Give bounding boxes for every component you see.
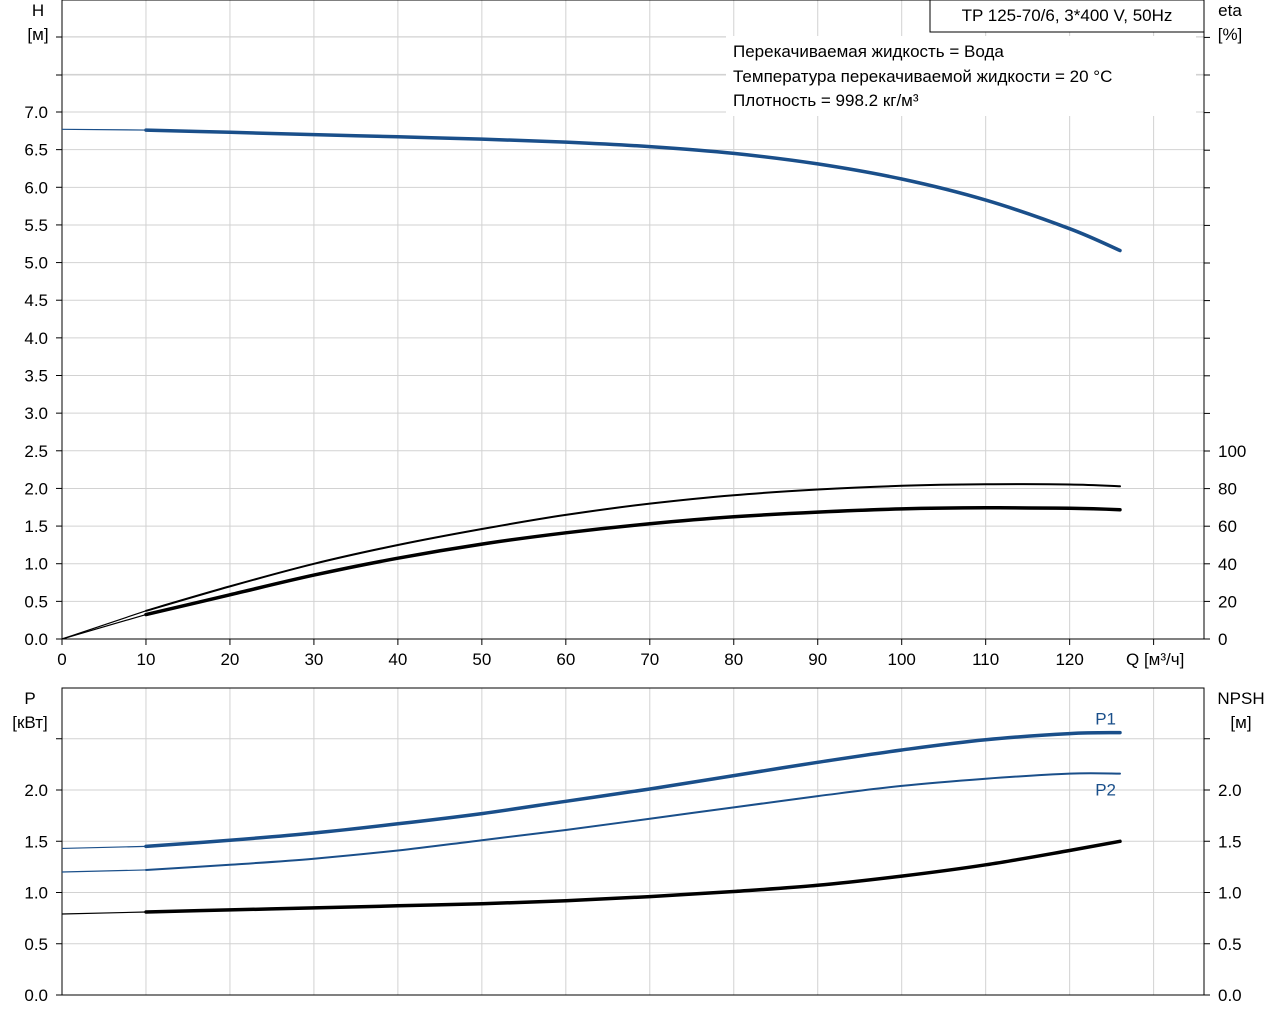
y-right-tick-label: 20	[1218, 592, 1237, 611]
y-right-tick-label: 0.5	[1218, 935, 1242, 954]
info-line-fluid: Перекачиваемая жидкость = Вода	[733, 42, 1004, 61]
series-lead-line	[61, 911, 146, 915]
x-tick-label: 100	[888, 650, 916, 669]
y-left-tick-label: 3.0	[24, 404, 48, 423]
y-left-tick-label: 0.0	[24, 630, 48, 649]
power-npsh-chart: 0.0 0.5 1.0 1.5 2.0 0.0 0.5 1.0 1.5 2.0 P [кВт] NPSH…	[12, 687, 1265, 1005]
series-lead-line	[61, 613, 147, 640]
x-tick-label: 50	[472, 650, 491, 669]
info-title-box	[929, 0, 1205, 33]
x-tick-label: 90	[808, 650, 827, 669]
y-left-tick-label: 0.0	[24, 986, 48, 1005]
info-title: TP 125-70/6, 3*400 V, 50Hz	[962, 6, 1173, 25]
series-line-p1	[144, 730, 1122, 849]
x-tick-label: 120	[1055, 650, 1083, 669]
info-lines-bg	[726, 36, 1196, 116]
x-tick-label: 10	[137, 650, 156, 669]
series-line-s1	[145, 483, 1121, 612]
y-left-tick-label: 4.5	[24, 291, 48, 310]
x-axis-label: Q [м³/ч]	[1126, 650, 1184, 669]
y-left-axis-unit: [кВт]	[12, 713, 47, 732]
plot-frame	[61, 0, 1205, 640]
info-line-temperature: Температура перекачиваемой жидкости = 20…	[733, 67, 1112, 86]
y-right-tick-label: 0.0	[1218, 986, 1242, 1005]
series-lead-line	[61, 845, 146, 850]
y-right-tick-label: 1.5	[1218, 832, 1242, 851]
y-right-tick-label: 40	[1218, 555, 1237, 574]
series-lead-line	[61, 128, 146, 131]
y-left-tick-label: 1.0	[24, 884, 48, 903]
x-tick-label: 20	[220, 650, 239, 669]
y-left-tick-label: 2.0	[24, 479, 48, 498]
y-right-axis-label: eta	[1218, 1, 1242, 20]
y-left-tick-label: 6.0	[24, 178, 48, 197]
series-line-s2	[144, 506, 1122, 617]
x-tick-label: 60	[556, 650, 575, 669]
y-left-tick-label: 5.5	[24, 216, 48, 235]
y-left-tick-label: 1.0	[24, 555, 48, 574]
y-right-tick-label: 2.0	[1218, 781, 1242, 800]
y-left-tick-label: 7.0	[24, 103, 48, 122]
y-left-axis-label: P	[24, 689, 35, 708]
series-line-s2	[144, 839, 1122, 914]
series-label: P1	[1095, 710, 1116, 729]
y-right-axis-unit: [%]	[1218, 25, 1243, 44]
y-left-tick-label: 1.5	[24, 832, 48, 851]
y-right-axis-label: NPSH	[1217, 689, 1264, 708]
y-right-tick-label: 80	[1218, 480, 1237, 499]
y-left-tick-label: 1.5	[24, 517, 48, 536]
y-right-tick-label: 1.0	[1218, 884, 1242, 903]
x-tick-label: 40	[388, 650, 407, 669]
x-tick-label: 70	[640, 650, 659, 669]
x-tick-label: 110	[972, 650, 999, 669]
y-left-tick-label: 2.0	[24, 781, 48, 800]
x-tick-label: 80	[724, 650, 743, 669]
y-left-axis-label: H	[32, 1, 44, 20]
y-right-tick-label: 100	[1218, 442, 1246, 461]
y-right-tick-label: 0	[1218, 630, 1227, 649]
y-left-tick-label: 5.0	[24, 254, 48, 273]
y-right-tick-label: 60	[1218, 517, 1237, 536]
series-lead-line	[61, 610, 147, 640]
y-left-axis-unit: [м]	[27, 25, 48, 44]
y-left-tick-label: 0.5	[24, 935, 48, 954]
x-tick-label: 30	[304, 650, 323, 669]
series-line-p2	[145, 772, 1121, 871]
info-panel: TP 125-70/6, 3*400 V, 50Hz Перекачиваема…	[726, 0, 1205, 116]
y-left-tick-label: 3.5	[24, 367, 48, 386]
info-line-density: Плотность = 998.2 кг/м³	[733, 91, 919, 110]
y-left-tick-label: 6.5	[24, 141, 48, 160]
series-label: P2	[1095, 781, 1116, 800]
series-line-s0	[144, 128, 1122, 253]
series-lead-line	[61, 869, 146, 873]
y-left-tick-label: 0.5	[24, 592, 48, 611]
y-left-tick-label: 2.5	[24, 442, 48, 461]
y-right-axis-unit: [м]	[1230, 713, 1251, 732]
x-tick-label: 0	[57, 650, 66, 669]
y-left-tick-label: 4.0	[24, 329, 48, 348]
